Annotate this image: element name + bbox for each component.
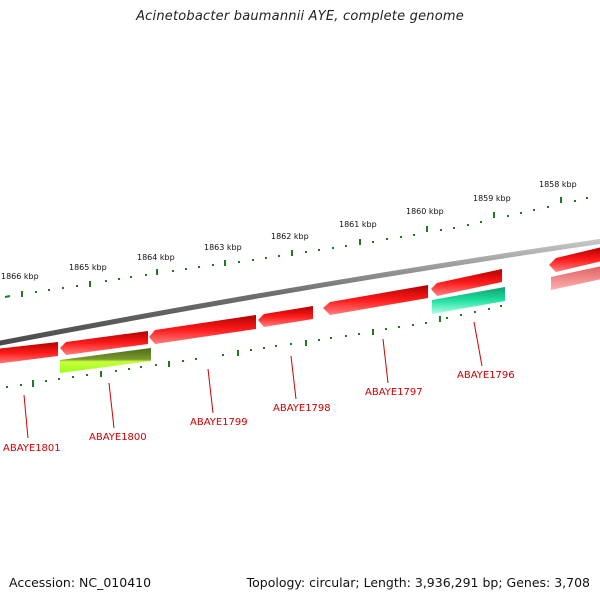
- gene-ABAYE1801[interactable]: [0, 342, 58, 364]
- scale-label-1865: 1865 kbp: [69, 263, 107, 272]
- gene-label-ABAYE1798: ABAYE1798: [273, 403, 331, 414]
- scale-label-1862: 1862 kbp: [271, 232, 309, 241]
- feature-ABAYE1800-misc[interactable]: [60, 348, 151, 373]
- inner-tick-track: [6, 305, 502, 388]
- label-leaders: [23, 321, 483, 439]
- genome-backbone: [0, 238, 600, 346]
- scale-label-1859: 1859 kbp: [473, 194, 511, 203]
- gene-edge-right[interactable]: [549, 247, 600, 272]
- gene-label-ABAYE1801: ABAYE1801: [3, 443, 61, 454]
- scale-labels: 1866 kbp 1865 kbp 1864 kbp 1863 kbp 1862…: [1, 180, 577, 281]
- topology-text: Topology: circular; Length: 3,936,291 bp…: [246, 575, 590, 590]
- scale-label-1863: 1863 kbp: [204, 243, 242, 252]
- feature-ABAYE1796-misc[interactable]: [432, 287, 505, 314]
- accession-text: Accession: NC_010410: [9, 575, 152, 590]
- gene-edge-right-faded[interactable]: [551, 266, 600, 290]
- gene-features[interactable]: [0, 247, 600, 373]
- scale-label-1864: 1864 kbp: [137, 253, 175, 262]
- gene-label-ABAYE1796: ABAYE1796: [457, 370, 515, 381]
- scale-label-1861: 1861 kbp: [339, 220, 377, 229]
- gene-ABAYE1798[interactable]: [258, 306, 313, 327]
- gene-ABAYE1797[interactable]: [323, 285, 428, 315]
- gene-label-ABAYE1800: ABAYE1800: [89, 432, 147, 443]
- scale-label-1866: 1866 kbp: [1, 272, 39, 281]
- map-title: Acinetobacter baumannii AYE, complete ge…: [136, 9, 464, 24]
- gene-label-ABAYE1797: ABAYE1797: [365, 387, 423, 398]
- gene-labels: ABAYE1801 ABAYE1800 ABAYE1799 ABAYE1798 …: [3, 370, 515, 454]
- outer-tick-track: [4, 197, 588, 298]
- gene-label-ABAYE1799: ABAYE1799: [190, 417, 248, 428]
- scale-label-1860: 1860 kbp: [406, 207, 444, 216]
- scale-label-1858: 1858 kbp: [539, 180, 577, 189]
- gene-ABAYE1796[interactable]: [431, 269, 502, 296]
- gene-ABAYE1799[interactable]: [149, 315, 256, 344]
- gene-ABAYE1800-red[interactable]: [60, 331, 148, 355]
